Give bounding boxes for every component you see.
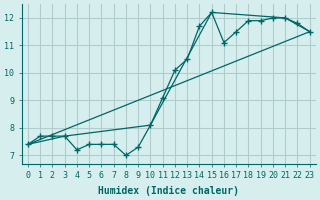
X-axis label: Humidex (Indice chaleur): Humidex (Indice chaleur) (98, 186, 239, 196)
